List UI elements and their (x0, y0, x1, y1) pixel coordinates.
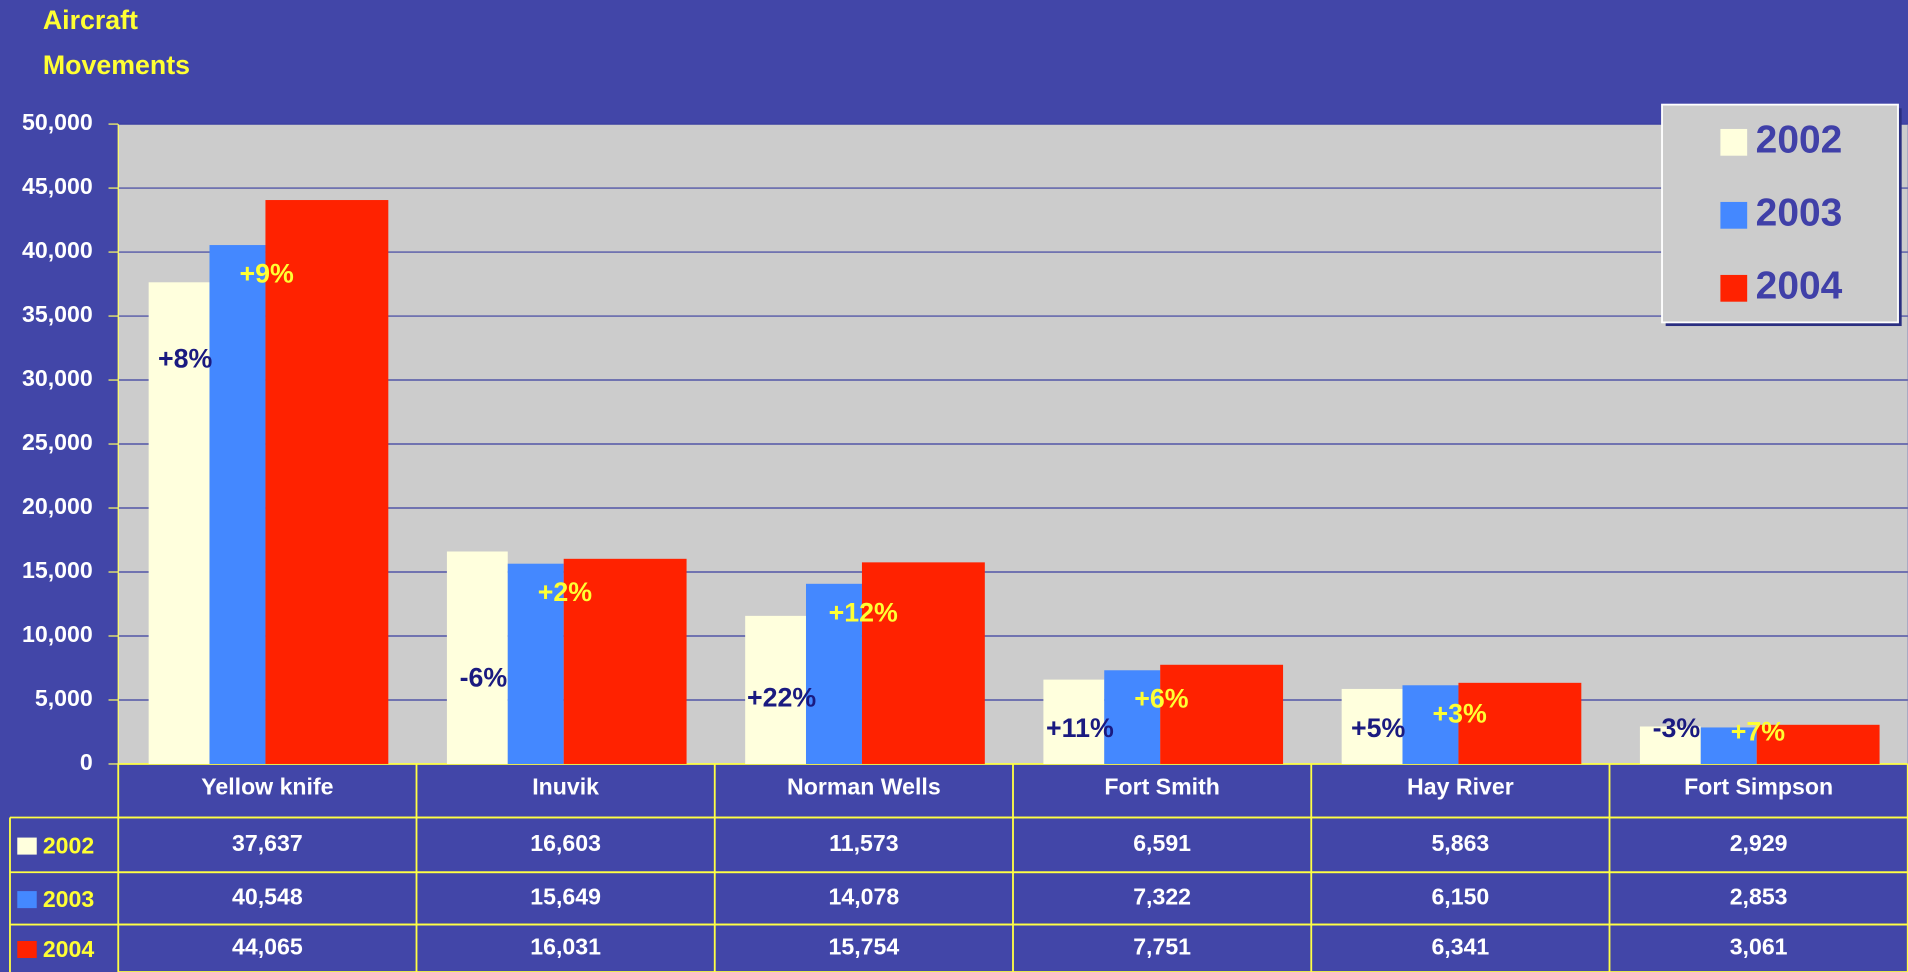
table-value: 7,751 (1133, 933, 1191, 959)
change-label: +3% (1433, 699, 1487, 729)
change-label: -6% (460, 662, 508, 692)
bar (1341, 688, 1403, 764)
legend-label: 2003 (1756, 192, 1843, 235)
legend-swatch (17, 891, 37, 909)
bar (1043, 679, 1105, 764)
table-value: 15,754 (829, 933, 900, 959)
bar (1402, 685, 1459, 764)
legend-swatch (17, 837, 37, 855)
change-label: +22% (747, 682, 816, 712)
x-tick-label: Yellow knife (201, 773, 333, 799)
bar (563, 558, 687, 764)
legend-swatch (17, 940, 37, 959)
bar (1160, 664, 1284, 764)
table-value: 15,649 (530, 884, 601, 910)
change-label: +8% (158, 344, 212, 374)
change-label: +2% (538, 577, 592, 607)
y-tick-label: 35,000 (22, 301, 93, 327)
y-tick-label: 25,000 (22, 429, 93, 455)
bar (1458, 682, 1582, 764)
table-row-label: 2002 (43, 832, 94, 858)
bar (446, 551, 508, 764)
bar (745, 615, 806, 764)
legend-swatch (1720, 128, 1748, 156)
x-tick-label: Norman Wells (787, 773, 941, 799)
chart-title: Aircraft Movements (43, 5, 190, 80)
table-value: 16,031 (530, 933, 601, 959)
bar (1104, 670, 1161, 764)
bar (805, 583, 862, 764)
x-tick-label: Inuvik (532, 773, 599, 799)
y-tick-label: 40,000 (22, 237, 93, 263)
legend-swatch (1720, 201, 1748, 229)
x-tick-label: Hay River (1407, 773, 1514, 799)
table-value: 14,078 (829, 884, 900, 910)
legend (1661, 103, 1899, 324)
table-value: 5,863 (1431, 830, 1489, 856)
y-tick-label: 45,000 (22, 173, 93, 199)
change-label: +6% (1134, 684, 1188, 714)
change-label: +9% (240, 259, 294, 289)
table-value: 3,061 (1730, 933, 1788, 959)
table-value: 6,341 (1431, 933, 1489, 959)
change-label: +5% (1351, 713, 1405, 743)
table-value: 11,573 (829, 830, 899, 856)
bar (1756, 724, 1880, 764)
y-tick-label: 15,000 (22, 557, 93, 583)
bar (209, 245, 266, 764)
table-value: 6,591 (1133, 830, 1191, 856)
y-tick-label: 0 (80, 749, 93, 775)
table-value: 2,929 (1730, 830, 1788, 856)
table-value: 37,637 (232, 830, 303, 856)
x-tick-label: Fort Simpson (1684, 773, 1833, 799)
bar (1639, 726, 1701, 764)
table-value: 6,150 (1431, 884, 1489, 910)
table-value: 2,853 (1730, 884, 1788, 910)
change-label: -3% (1653, 713, 1701, 743)
y-tick-label: 20,000 (22, 493, 93, 519)
table-value: 7,322 (1133, 884, 1191, 910)
bar (861, 562, 985, 764)
y-tick-label: 30,000 (22, 365, 93, 391)
x-tick-label: Fort Smith (1104, 773, 1220, 799)
y-tick-label: 5,000 (35, 685, 93, 711)
table-value: 16,603 (530, 830, 601, 856)
legend-label: 2002 (1756, 119, 1843, 162)
bar (265, 200, 389, 764)
bar (507, 563, 564, 764)
table-value: 44,065 (232, 933, 303, 959)
y-tick-label: 50,000 (22, 109, 93, 135)
table-value: 40,548 (232, 884, 303, 910)
legend-label: 2004 (1756, 265, 1843, 308)
table-row-label: 2004 (43, 936, 95, 962)
change-label: +7% (1731, 717, 1785, 747)
bar (148, 282, 210, 764)
table-row-label: 2003 (43, 886, 95, 912)
change-label: +11% (1046, 713, 1114, 743)
bar (1700, 727, 1757, 764)
change-label: +12% (829, 597, 898, 627)
legend-swatch (1720, 274, 1748, 302)
y-tick-label: 10,000 (22, 621, 93, 647)
